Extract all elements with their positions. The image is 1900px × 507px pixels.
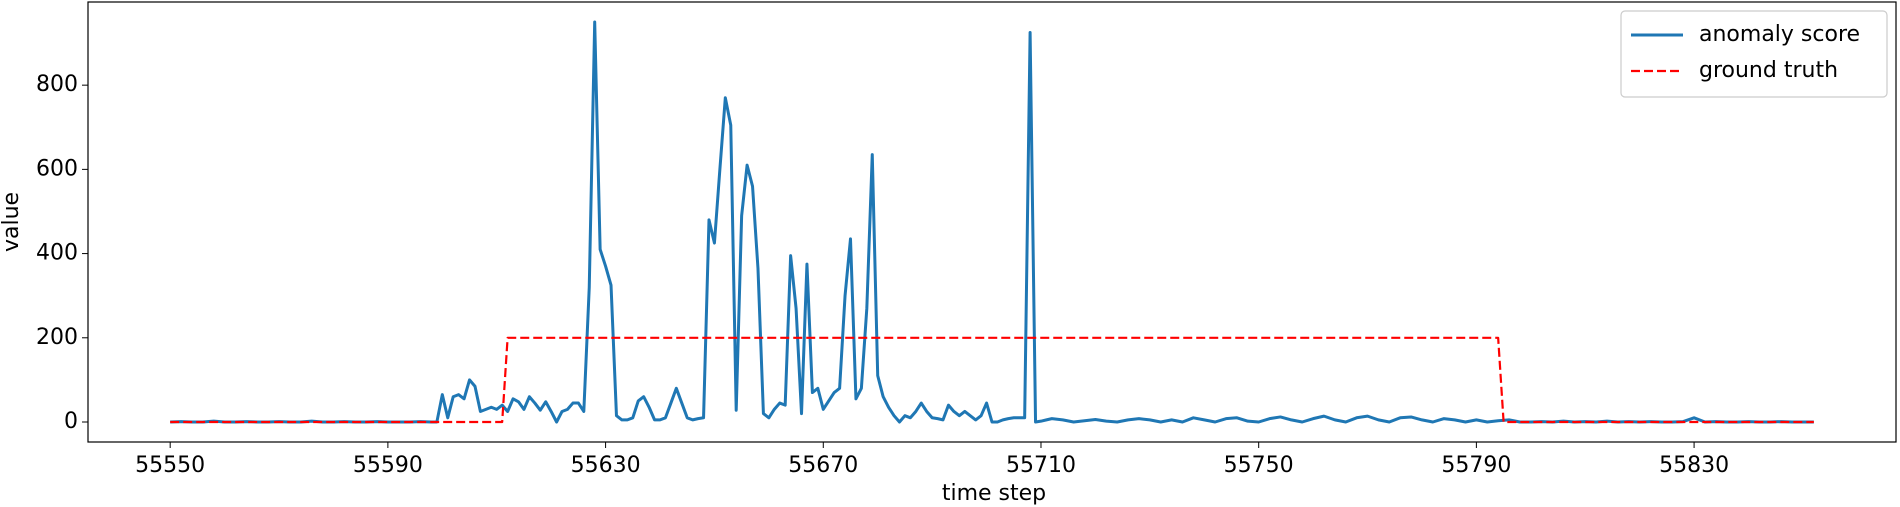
x-tick-label: 55830 xyxy=(1659,453,1729,478)
x-tick-label: 55670 xyxy=(788,453,858,478)
x-tick-label: 55590 xyxy=(353,453,423,478)
legend-label: anomaly score xyxy=(1699,22,1860,47)
plot-frame xyxy=(87,1,1897,443)
legend-box xyxy=(1620,10,1888,98)
y-axis-label: value xyxy=(0,192,24,252)
x-tick-label: 55550 xyxy=(135,453,205,478)
legend-label: ground truth xyxy=(1699,58,1838,83)
y-tick-label: 0 xyxy=(64,409,78,434)
x-tick-label: 55710 xyxy=(1006,453,1076,478)
y-tick-label: 200 xyxy=(36,325,78,350)
series-line xyxy=(170,20,1814,424)
x-tick-label: 55630 xyxy=(571,453,641,478)
y-tick-label: 400 xyxy=(36,241,78,266)
y-tick-label: 800 xyxy=(36,72,78,97)
series-line xyxy=(170,336,1814,424)
x-axis-label: time step xyxy=(942,481,1046,506)
x-tick-label: 55750 xyxy=(1224,453,1294,478)
y-tick-label: 600 xyxy=(36,156,78,181)
x-tick-label: 55790 xyxy=(1441,453,1511,478)
